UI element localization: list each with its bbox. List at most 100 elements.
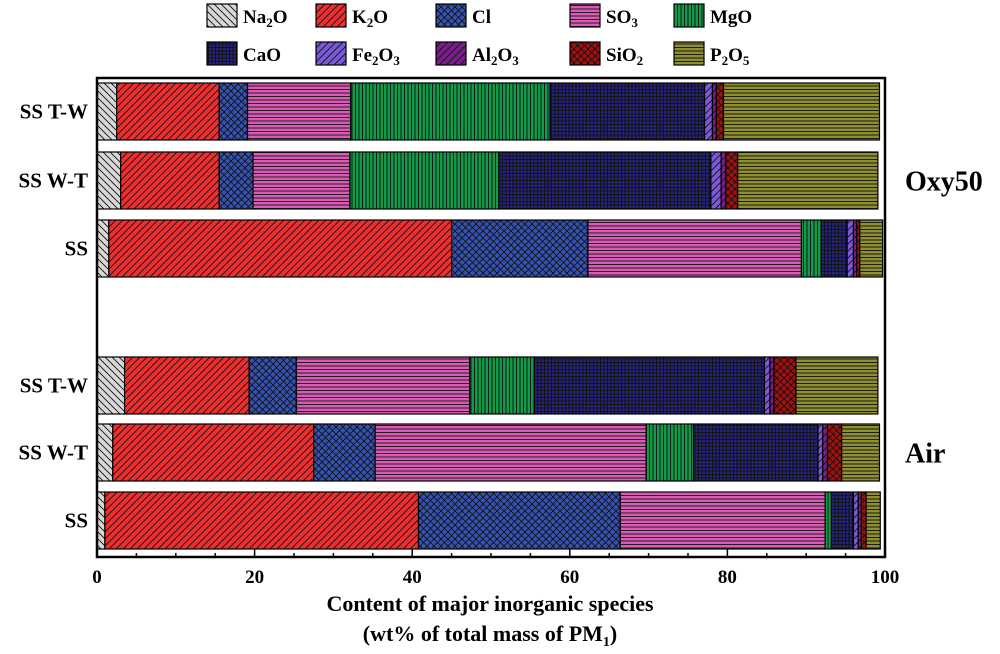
x-tick-label: 20 — [245, 567, 264, 588]
legend-label: SO3 — [606, 7, 638, 30]
x-tick-label: 60 — [560, 567, 579, 588]
bar-segment-cao-row2 — [498, 151, 712, 210]
x-tick-label: 0 — [92, 567, 102, 588]
bar-segment-p2o5-row4 — [795, 356, 879, 415]
legend: Na2O K2O Cl SO3 MgO CaO Fe2O3 Al2O3 SiO2 P2O5 — [206, 3, 752, 68]
bar-segment-k2o-row2 — [120, 151, 220, 210]
bar-segment-sio2-row1 — [715, 82, 725, 141]
legend-label: SiO2 — [606, 45, 643, 68]
bar-segment-na2o-row5 — [96, 423, 114, 482]
bar-segment-sio2-row4 — [773, 356, 797, 415]
bar-segment-cl-row5 — [313, 423, 376, 482]
legend-item-mgo: MgO — [673, 3, 752, 28]
bar-segment-sio2-row2 — [725, 151, 739, 210]
legend-swatch — [206, 3, 238, 28]
bar-segment-fe2o3-row1 — [703, 82, 714, 141]
legend-item-k2o: K2O — [315, 3, 388, 30]
bar-segment-k2o-row5 — [112, 423, 315, 482]
category-label: SS W-T — [19, 169, 88, 193]
x-tick-label: 80 — [718, 567, 737, 588]
bar-segment-sio2-row6 — [860, 491, 867, 550]
group-label: Air — [905, 439, 945, 470]
bar-segment-cao-row4 — [533, 356, 766, 415]
bar-segment-na2o-row3 — [96, 219, 110, 278]
category-label: SS — [65, 509, 88, 533]
bar-segment-fe2o3-row5 — [817, 423, 824, 482]
x-axis-title-line1: Content of major inorganic species — [326, 591, 654, 616]
legend-item-al2o3: Al2O3 — [435, 41, 519, 68]
legend-item-sio2: SiO2 — [569, 41, 643, 68]
bar-segment-k2o-row3 — [108, 219, 453, 278]
bar-segment-p2o5-row2 — [737, 151, 879, 210]
bar-segment-p2o5-row1 — [722, 82, 881, 141]
bar-segment-mgo-row2 — [349, 151, 500, 210]
bar-segment-so3-row1 — [246, 82, 352, 141]
bar-segment-p2o5-row6 — [865, 491, 881, 550]
legend-label: Fe2O3 — [352, 45, 400, 68]
bar-segment-p2o5-row3 — [859, 219, 884, 278]
bar-segment-mgo-row1 — [350, 82, 551, 141]
bar-segment-cl-row3 — [451, 219, 589, 278]
bar-segment-k2o-row6 — [104, 491, 420, 550]
bar-segment-p2o5-row5 — [841, 423, 881, 482]
legend-swatch — [315, 3, 347, 28]
x-tick-label: 100 — [871, 567, 900, 588]
bar-segment-so3-row5 — [374, 423, 647, 482]
category-labels: SS T-W SS W-T SS SS T-W SS W-T SS — [19, 100, 88, 533]
bar-segment-fe2o3-row2 — [710, 151, 722, 210]
bar-segment-mgo-row5 — [645, 423, 695, 482]
bar-segment-na2o-row2 — [96, 151, 122, 210]
legend-item-fe2o3: Fe2O3 — [315, 41, 400, 68]
legend-item-p2o5: P2O5 — [673, 41, 750, 68]
bar-segment-cl-row1 — [218, 82, 249, 141]
bar-segment-cao-row1 — [549, 82, 706, 141]
bar-segment-so3-row2 — [252, 151, 351, 210]
legend-swatch — [435, 3, 467, 28]
x-tick-label: 40 — [403, 567, 422, 588]
bar-segment-sio2-row5 — [826, 423, 843, 482]
bar-segment-so3-row4 — [295, 356, 471, 415]
bar-segment-na2o-row1 — [96, 82, 118, 141]
plot-frame — [95, 76, 887, 559]
legend-label: Na2O — [243, 7, 288, 30]
legend-label: K2O — [352, 7, 388, 30]
bar-segment-na2o-row4 — [96, 356, 126, 415]
legend-swatch — [206, 41, 238, 66]
bar-segment-fe2o3-row6 — [852, 491, 859, 550]
legend-swatch — [569, 41, 601, 66]
legend-swatch — [435, 41, 467, 66]
legend-item-cl: Cl — [435, 3, 491, 28]
legend-item-cao: CaO — [206, 41, 281, 66]
group-labels: Oxy50 Air — [905, 167, 983, 470]
x-axis: 0 20 40 60 80 100 — [92, 549, 899, 588]
legend-swatch — [315, 41, 347, 66]
legend-item-so3: SO3 — [569, 3, 638, 30]
bar-segment-mgo-row4 — [469, 356, 535, 415]
legend-swatch — [673, 3, 705, 28]
legend-label: Cl — [472, 7, 491, 28]
bar-segment-fe2o3-row4 — [763, 356, 771, 415]
category-label: SS T-W — [20, 374, 88, 398]
group-label: Oxy50 — [905, 167, 983, 198]
legend-swatch — [569, 3, 601, 28]
bar-segment-al2o3-row2 — [720, 151, 727, 210]
bar-segment-cl-row4 — [248, 356, 297, 415]
bar-segment-cao-row6 — [830, 491, 855, 550]
bar-segment-fe2o3-row3 — [846, 219, 855, 278]
legend-swatch — [673, 41, 705, 66]
bar-segment-k2o-row1 — [116, 82, 220, 141]
bar-segment-cao-row5 — [692, 423, 819, 482]
x-axis-title-line2: (wt% of total mass of PM1) — [363, 621, 617, 650]
legend-label: MgO — [710, 7, 752, 28]
category-label: SS W-T — [19, 441, 88, 465]
bar-segment-mgo-row3 — [800, 219, 822, 278]
legend-label: P2O5 — [710, 45, 750, 68]
legend-item-na2o: Na2O — [206, 3, 288, 30]
bar-segment-k2o-row4 — [123, 356, 250, 415]
legend-label: CaO — [243, 45, 281, 66]
bar-segment-so3-row6 — [619, 491, 826, 550]
bar-segment-cao-row3 — [820, 219, 848, 278]
category-label: SS T-W — [20, 100, 88, 124]
bar-segment-cl-row2 — [218, 151, 254, 210]
